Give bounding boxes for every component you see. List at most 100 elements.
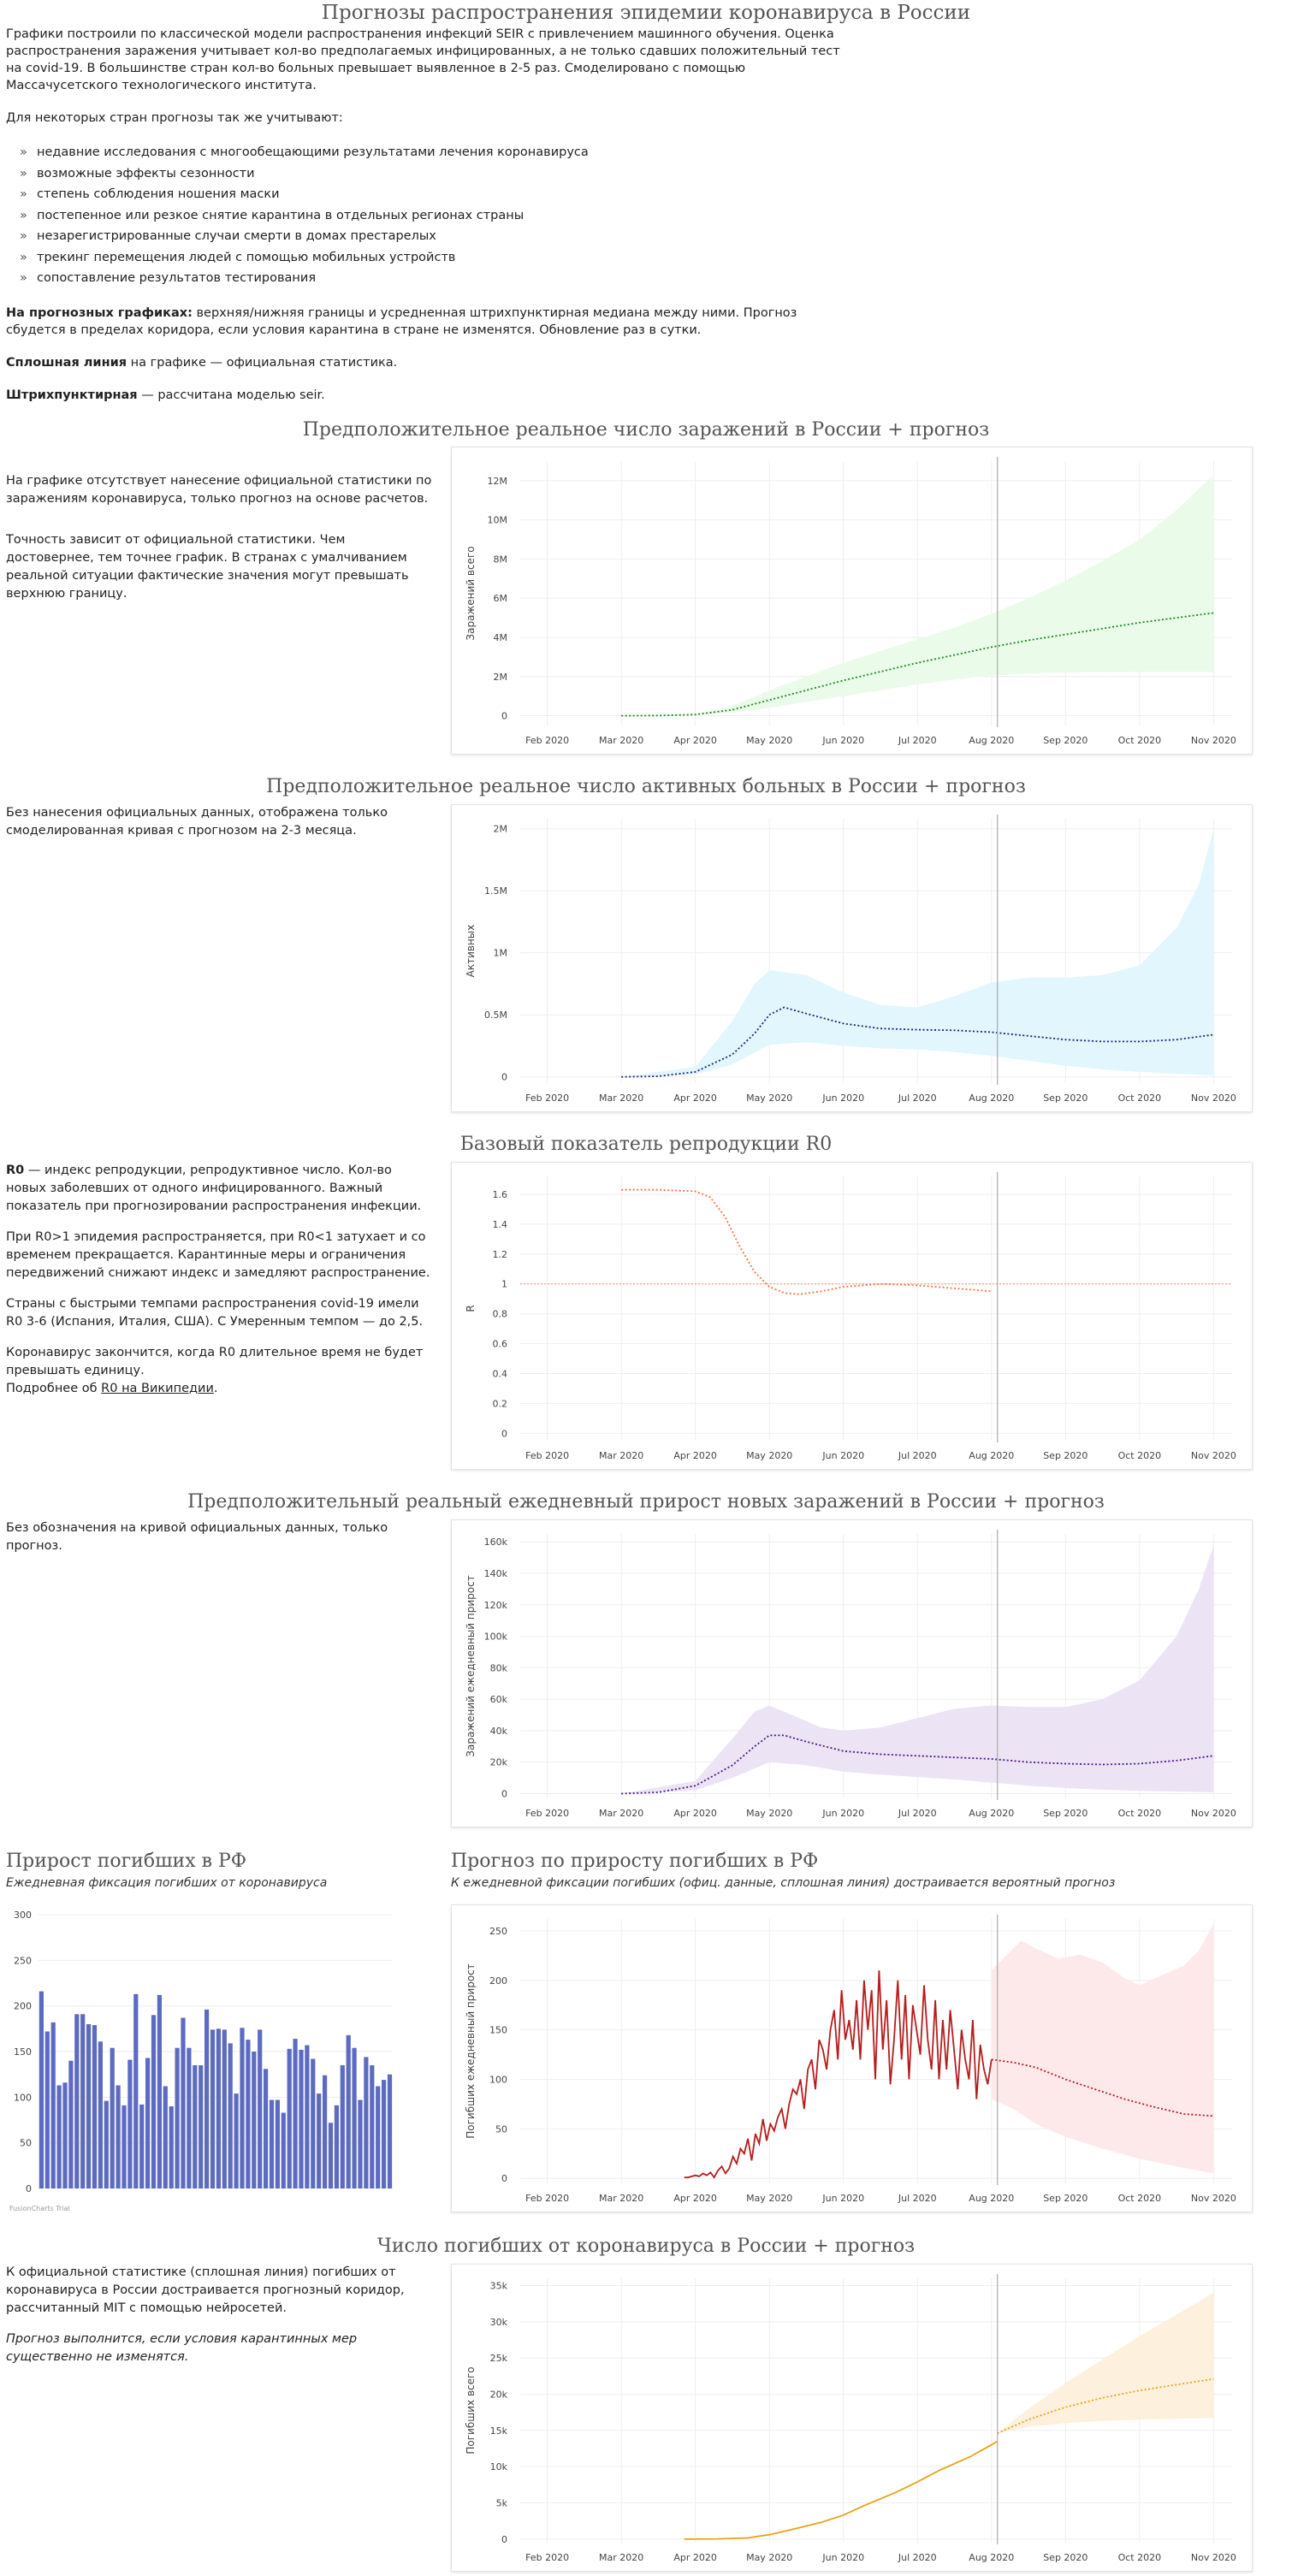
bar (50, 2022, 56, 2188)
y-tick-label: 0 (501, 1788, 507, 1799)
x-tick-label: Jun 2020 (821, 1093, 864, 1104)
y-axis-label: Заражений всего (465, 546, 477, 640)
x-tick-label: Jun 2020 (821, 1808, 864, 1819)
x-tick-label: Jul 2020 (898, 1093, 937, 1104)
median-line (621, 1188, 992, 1295)
r0-text-3: Страны с быстрыми темпами распространени… (6, 1297, 424, 1329)
bar (311, 2058, 316, 2188)
y-tick-label: 0.2 (493, 1398, 508, 1409)
bar (110, 2047, 115, 2188)
bar (287, 2048, 292, 2188)
x-tick-label: May 2020 (746, 1093, 792, 1104)
forecast-band (621, 475, 1214, 716)
bar (175, 2047, 180, 2188)
intro-list-lead: Для некоторых стран прогнозы так же учит… (6, 111, 343, 125)
bar (305, 2045, 310, 2188)
r0-text-4: Коронавирус закончится, когда R0 длитель… (6, 1346, 424, 1377)
bar (246, 2040, 251, 2188)
official-line (684, 2440, 999, 2540)
x-tick-label: Jun 2020 (821, 1450, 864, 1461)
active-text-1: Без нанесения официальных данных, отобра… (6, 806, 388, 838)
y-tick-label: 10M (488, 515, 508, 526)
x-tick-label: May 2020 (746, 1450, 792, 1461)
x-tick-label: Apr 2020 (673, 1093, 717, 1104)
x-tick-label: Nov 2020 (1191, 1450, 1236, 1461)
y-tick-label: 250 (14, 1955, 32, 1966)
x-tick-label: Oct 2020 (1118, 2193, 1162, 2204)
y-tick-label: 300 (14, 1910, 32, 1921)
bar (370, 2065, 375, 2188)
bar (299, 2049, 304, 2188)
r0-chart: Feb 2020 Mar 2020 Apr 2020 May 2020 Jun 2020… (465, 1172, 1236, 1461)
y-tick-label: 60k (490, 1694, 508, 1705)
bar (334, 2105, 339, 2188)
y-tick-label: 4M (494, 632, 508, 643)
x-tick-label: Jul 2020 (898, 2552, 937, 2563)
y-tick-label: 1.2 (493, 1249, 508, 1260)
bar (364, 2057, 369, 2188)
x-tick-label: Jun 2020 (821, 735, 864, 746)
x-tick-label: Sep 2020 (1043, 1093, 1088, 1104)
bar (240, 2028, 245, 2188)
y-tick-label: 0.4 (493, 1368, 508, 1379)
bar (204, 2009, 210, 2188)
bar (169, 2106, 174, 2188)
bar (358, 2099, 363, 2188)
bar (151, 2015, 157, 2188)
daily-chart: Feb 2020 Mar 2020 Apr 2020 May 2020 Jun 2020… (465, 1530, 1236, 1819)
x-tick-label: Aug 2020 (969, 1450, 1014, 1461)
infected-chart-panel: Feb 2020 Mar 2020 Apr 2020 May 2020 Jun 2020… (451, 447, 1253, 755)
r0-wikipedia-link[interactable]: R0 на Википедии (101, 1382, 214, 1395)
active-chart-panel: Feb 2020 Mar 2020 Apr 2020 May 2020 Jun 2020… (451, 804, 1253, 1112)
bar (382, 2080, 387, 2188)
x-tick-label: Aug 2020 (969, 2552, 1014, 2563)
deaths-total-description: К официальной статистике (сплошная линия… (6, 2264, 434, 2379)
x-tick-label: Nov 2020 (1191, 2552, 1236, 2563)
x-tick-label: Aug 2020 (969, 735, 1014, 746)
x-tick-label: Oct 2020 (1118, 735, 1162, 746)
deaths-daily-chart: Feb 2020 Mar 2020 Apr 2020 May 2020 Jun 2020… (465, 1915, 1236, 2204)
y-tick-label: 20k (490, 1757, 508, 1768)
deaths-daily-subtitle: К ежедневной фиксации погибших (офиц. да… (451, 1876, 1116, 1890)
daily-chart-panel: Feb 2020 Mar 2020 Apr 2020 May 2020 Jun 2020… (451, 1519, 1253, 1827)
dash-note: Штрихпунктирная — рассчитана моделью sei… (6, 387, 853, 404)
y-tick-label: 12M (488, 476, 508, 487)
y-axis-label: Заражений ежедневный прирост (465, 1575, 477, 1756)
r0-text-5-post: . (213, 1382, 218, 1395)
x-tick-label: Aug 2020 (969, 2193, 1014, 2204)
bar (323, 2075, 328, 2188)
bar (264, 2069, 269, 2188)
y-tick-label: 50 (495, 2123, 507, 2135)
r0-text-1: R0 — индекс репродукции, репродуктивное … (6, 1162, 434, 1216)
r0-text-5: Подробнее об R0 на Википедии. (6, 1380, 434, 1398)
bar (145, 2058, 151, 2188)
y-tick-label: 250 (489, 1926, 507, 1937)
x-tick-label: May 2020 (746, 2552, 792, 2563)
chart-watermark: FusionCharts Trial (9, 2205, 70, 2212)
bar (80, 2014, 86, 2188)
bar (92, 2025, 98, 2188)
y-tick-label: 1.4 (493, 1219, 508, 1230)
bar (376, 2086, 381, 2188)
y-tick-label: 40k (490, 1726, 508, 1737)
bar (234, 2093, 239, 2188)
x-tick-label: Apr 2020 (673, 1808, 717, 1819)
bar (216, 2028, 221, 2188)
forecast-note-text: верхняя/нижняя границы и усредненная штр… (6, 305, 797, 337)
x-tick-label: Jul 2020 (898, 1808, 937, 1819)
bar (352, 2047, 357, 2188)
median-line (991, 2058, 1214, 2117)
x-tick-label: Aug 2020 (969, 1808, 1014, 1819)
y-axis-label: Активных (465, 925, 477, 978)
list-item: постепенное или резкое снятие карантина … (20, 205, 853, 227)
deaths-bar-panel: 0 50 100 150 200 250 300 FusionCharts Trial (6, 1898, 400, 2212)
deaths-daily-chart-panel: Feb 2020 Mar 2020 Apr 2020 May 2020 Jun 2020… (451, 1904, 1253, 2212)
y-tick-label: 1M (494, 948, 508, 959)
daily-description: Без обозначения на кривой официальных да… (6, 1519, 434, 1568)
solid-note: Сплошная линия на графике — официальная … (6, 354, 853, 371)
x-tick-label: Mar 2020 (599, 2193, 643, 2204)
y-axis-label: Погибших ежедневный прирост (465, 1963, 477, 2138)
bar (252, 2052, 257, 2188)
deaths-bar-subtitle: Ежедневная фиксация погибших от коронави… (6, 1876, 328, 1890)
y-tick-label: 8M (494, 554, 508, 565)
